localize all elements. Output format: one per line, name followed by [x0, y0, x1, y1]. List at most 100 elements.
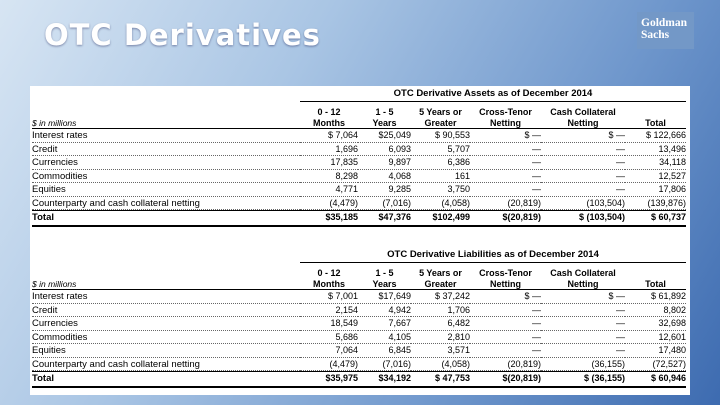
cell: — — [541, 331, 625, 344]
table: OTC Derivative Liabilities as of Decembe… — [32, 249, 686, 388]
cell: — — [470, 331, 541, 344]
cell: $(20,819) — [502, 373, 541, 383]
cell: (4,058) — [411, 197, 470, 210]
column-header: Cross-Tenor Netting — [470, 268, 541, 289]
cell: $102,499 — [432, 212, 470, 222]
cell: 5,707 — [411, 143, 470, 156]
header-line: Netting — [490, 278, 521, 289]
cell: $ 122,666 — [625, 129, 686, 143]
cell: 161 — [411, 170, 470, 183]
cell: 1,696 — [300, 143, 358, 156]
row-label: Credit — [32, 143, 300, 156]
row-label: Commodities — [32, 170, 300, 183]
cell: $ — — [470, 129, 541, 143]
row-label: Interest rates — [32, 129, 300, 143]
table-row: Equities 7,064 6,845 3,571— —17,480 — [32, 344, 686, 358]
table-row: Equities 4,771 9,285 3,750— —17,806 — [32, 183, 686, 197]
header-line: Total — [645, 278, 666, 289]
cell: $ 7,001 — [300, 290, 358, 304]
cell: $ 90,553 — [411, 129, 470, 143]
cell: (4,479) — [300, 197, 358, 210]
header-line: 0 - 12 — [317, 107, 341, 117]
slide-title: OTC Derivatives — [44, 18, 321, 52]
cell: $ 47,753 — [434, 373, 470, 383]
row-label: Credit — [32, 304, 300, 317]
row-label: Currencies — [32, 317, 300, 331]
cell: (103,504) — [541, 197, 625, 210]
header-line: Months — [313, 117, 345, 128]
cell: 34,118 — [625, 156, 686, 170]
header-line: Cross-Tenor — [479, 268, 532, 278]
cell: — — [541, 170, 625, 183]
cell: (4,479) — [300, 358, 358, 371]
cell: $35,975 — [325, 373, 358, 383]
header-line: Cross-Tenor — [479, 107, 532, 117]
cell: 3,571 — [411, 344, 470, 358]
cell: 18,549 — [300, 317, 358, 331]
column-header: 1 - 5 Years — [358, 107, 411, 128]
column-header: Cash Collateral Netting — [541, 107, 625, 128]
column-header: 5 Years or Greater — [411, 268, 470, 289]
cell: 17,835 — [300, 156, 358, 170]
column-header: 0 - 12 Months — [300, 107, 358, 128]
row-label: Currencies — [32, 156, 300, 170]
cell: — — [470, 156, 541, 170]
header-row: $ in millions 0 - 12 Months 1 - 5 Years 5 Yea… — [32, 263, 686, 290]
cell: $35,185 — [325, 212, 358, 222]
header-line: Greater — [424, 278, 457, 289]
cell: 4,068 — [358, 170, 411, 183]
header-line: Greater — [424, 117, 457, 128]
row-label: Equities — [32, 344, 300, 358]
table-row: Interest rates $ 7,001 $17,649 $ 37,242 $ — $… — [32, 290, 686, 304]
table-row: Total $35,185 $47,376 $102,499 $(20,819) $ (1… — [32, 210, 686, 227]
cell: $ — — [541, 290, 625, 304]
header-line: Years — [372, 117, 397, 128]
logo-line: Sachs — [641, 29, 670, 41]
cell: $ 7,064 — [300, 129, 358, 143]
cell: $17,649 — [358, 290, 411, 304]
cell: (20,819) — [470, 197, 541, 210]
column-header: 0 - 12 Months — [300, 268, 358, 289]
units-label: $ in millions — [32, 278, 77, 289]
cell: $47,376 — [378, 212, 411, 222]
cell: (7,016) — [358, 197, 411, 210]
header-line: Cash Collateral — [550, 268, 616, 278]
row-label: Counterparty and cash collateral netting — [32, 197, 300, 210]
header-line: Years — [372, 278, 397, 289]
cell: (7,016) — [358, 358, 411, 371]
cell: (72,527) — [625, 358, 686, 371]
cell: $ 60,946 — [650, 373, 686, 383]
column-header: Total — [625, 268, 686, 289]
cell: $(20,819) — [502, 212, 541, 222]
column-header: 5 Years or Greater — [411, 107, 470, 128]
cell: 1,706 — [411, 304, 470, 317]
cell: — — [470, 304, 541, 317]
cell: 8,298 — [300, 170, 358, 183]
cell: 7,667 — [358, 317, 411, 331]
table-caption: OTC Derivative Assets as of December 201… — [300, 88, 686, 102]
header-line: Netting — [567, 117, 599, 128]
cell: $34,192 — [378, 373, 411, 383]
table-row: Commodities 5,686 4,105 2,810— —12,601 — [32, 331, 686, 344]
cell: $ 61,892 — [625, 290, 686, 304]
header-line: Months — [313, 278, 345, 289]
row-label: Counterparty and cash collateral netting — [32, 358, 300, 371]
header-row: $ in millions 0 - 12 Months 1 - 5 Years 5 Yea… — [32, 102, 686, 129]
table-row: Credit 2,154 4,942 1,706— —8,802 — [32, 304, 686, 317]
cell: (4,058) — [411, 358, 470, 371]
header-line: Total — [645, 117, 666, 128]
cell: 6,845 — [358, 344, 411, 358]
table-row: Total $35,975 $34,192 $ 47,753 $(20,819) $ (3… — [32, 371, 686, 388]
table-row: Interest rates $ 7,064 $25,049 $ 90,553 $ — $… — [32, 129, 686, 143]
cell: $ — — [470, 290, 541, 304]
cell: — — [541, 183, 625, 197]
logo: Goldman Sachs — [637, 12, 694, 49]
cell: (36,155) — [541, 358, 625, 371]
cell: $ (36,155) — [583, 373, 625, 383]
table-row: Currencies 18,549 7,667 6,482— —32,698 — [32, 317, 686, 331]
cell: 32,698 — [625, 317, 686, 331]
header-line: 5 Years or — [419, 107, 462, 117]
cell: 4,942 — [358, 304, 411, 317]
cell: 17,806 — [625, 183, 686, 197]
